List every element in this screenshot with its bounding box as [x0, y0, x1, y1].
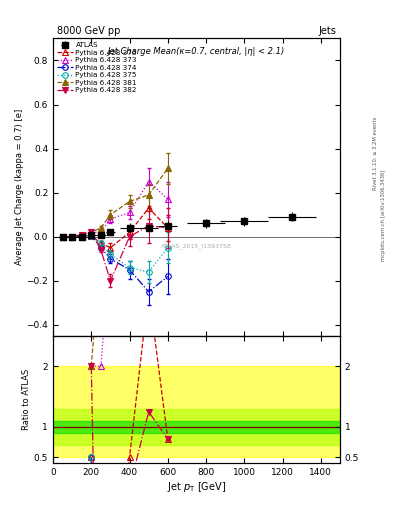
- Pythia 6.428 374: [165, 273, 170, 280]
- Pythia 6.428 370: [89, 232, 94, 239]
- Pythia 6.428 382: [89, 229, 94, 236]
- Line: Pythia 6.428 370: Pythia 6.428 370: [60, 205, 171, 250]
- Line: Pythia 6.428 375: Pythia 6.428 375: [60, 233, 171, 275]
- Legend: ATLAS, Pythia 6.428 370, Pythia 6.428 373, Pythia 6.428 374, Pythia 6.428 375, P: ATLAS, Pythia 6.428 370, Pythia 6.428 37…: [55, 40, 138, 95]
- Pythia 6.428 373: [89, 229, 94, 236]
- Pythia 6.428 382: [165, 225, 170, 231]
- Pythia 6.428 375: [99, 240, 103, 246]
- Line: Pythia 6.428 381: Pythia 6.428 381: [60, 165, 171, 240]
- Pythia 6.428 374: [79, 233, 84, 240]
- Y-axis label: Average Jet Charge (kappa = 0.7) [e]: Average Jet Charge (kappa = 0.7) [e]: [15, 109, 24, 265]
- Pythia 6.428 381: [108, 211, 113, 218]
- Pythia 6.428 381: [70, 233, 75, 240]
- Pythia 6.428 373: [165, 196, 170, 202]
- Pythia 6.428 373: [79, 231, 84, 238]
- Pythia 6.428 370: [165, 225, 170, 231]
- Text: Jets: Jets: [318, 26, 336, 36]
- Text: Rivet 3.1.10, ≥ 3.2M events: Rivet 3.1.10, ≥ 3.2M events: [373, 117, 378, 190]
- Pythia 6.428 382: [108, 278, 113, 284]
- Bar: [53, 421, 340, 433]
- Pythia 6.428 374: [108, 255, 113, 262]
- Pythia 6.428 370: [79, 233, 84, 240]
- Pythia 6.428 382: [127, 233, 132, 240]
- Pythia 6.428 374: [146, 289, 151, 295]
- Text: mcplots.cern.ch [arXiv:1306.3436]: mcplots.cern.ch [arXiv:1306.3436]: [381, 169, 386, 261]
- Pythia 6.428 373: [70, 233, 75, 240]
- Pythia 6.428 370: [99, 240, 103, 246]
- Pythia 6.428 374: [89, 232, 94, 239]
- Pythia 6.428 374: [60, 233, 65, 240]
- Pythia 6.428 375: [60, 233, 65, 240]
- Line: Pythia 6.428 382: Pythia 6.428 382: [60, 223, 171, 284]
- Pythia 6.428 373: [127, 209, 132, 216]
- Pythia 6.428 370: [146, 205, 151, 211]
- Pythia 6.428 370: [70, 233, 75, 240]
- Pythia 6.428 382: [146, 223, 151, 229]
- Pythia 6.428 375: [165, 245, 170, 251]
- Pythia 6.428 373: [146, 179, 151, 185]
- Text: ATLAS_2015_I1393758: ATLAS_2015_I1393758: [161, 244, 232, 249]
- Text: Jet Charge Mean(κ=0.7, central, |η| < 2.1): Jet Charge Mean(κ=0.7, central, |η| < 2.…: [108, 47, 285, 56]
- Pythia 6.428 374: [99, 245, 103, 251]
- Pythia 6.428 375: [108, 251, 113, 258]
- Pythia 6.428 375: [70, 233, 75, 240]
- Pythia 6.428 382: [60, 233, 65, 240]
- Pythia 6.428 381: [89, 229, 94, 236]
- Pythia 6.428 381: [146, 192, 151, 198]
- Pythia 6.428 370: [127, 229, 132, 236]
- Line: Pythia 6.428 373: Pythia 6.428 373: [60, 179, 171, 240]
- Pythia 6.428 373: [99, 229, 103, 236]
- Pythia 6.428 381: [79, 231, 84, 238]
- Text: 8000 GeV pp: 8000 GeV pp: [57, 26, 120, 36]
- Pythia 6.428 381: [60, 233, 65, 240]
- Pythia 6.428 370: [60, 233, 65, 240]
- Pythia 6.428 374: [70, 233, 75, 240]
- Pythia 6.428 381: [99, 225, 103, 231]
- Bar: [53, 366, 340, 457]
- Y-axis label: Ratio to ATLAS: Ratio to ATLAS: [22, 369, 31, 430]
- Pythia 6.428 374: [127, 267, 132, 273]
- Pythia 6.428 375: [127, 265, 132, 271]
- Pythia 6.428 382: [79, 231, 84, 238]
- Line: Pythia 6.428 374: Pythia 6.428 374: [60, 233, 171, 294]
- Pythia 6.428 373: [60, 233, 65, 240]
- Pythia 6.428 381: [127, 198, 132, 204]
- Pythia 6.428 375: [79, 233, 84, 240]
- Pythia 6.428 381: [165, 165, 170, 172]
- Pythia 6.428 382: [99, 247, 103, 253]
- X-axis label: Jet $p_\mathrm{T}$ [GeV]: Jet $p_\mathrm{T}$ [GeV]: [167, 480, 226, 494]
- Pythia 6.428 375: [89, 232, 94, 239]
- Pythia 6.428 373: [108, 216, 113, 222]
- Bar: [53, 409, 340, 445]
- Pythia 6.428 370: [108, 245, 113, 251]
- Pythia 6.428 382: [70, 233, 75, 240]
- Pythia 6.428 375: [146, 269, 151, 275]
